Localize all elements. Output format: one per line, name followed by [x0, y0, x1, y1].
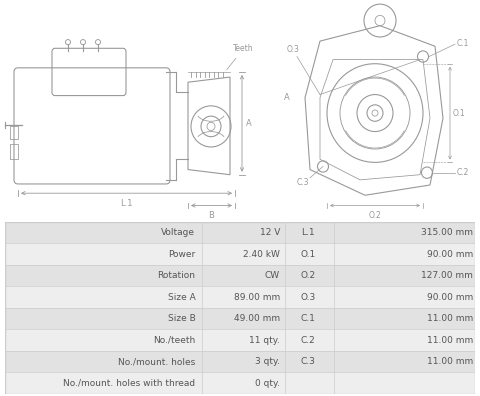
Bar	[5, 373, 475, 394]
Bar	[5, 329, 475, 351]
Text: L.1: L.1	[301, 228, 315, 237]
Text: 0 qty.: 0 qty.	[255, 379, 280, 388]
Text: O.2: O.2	[300, 271, 316, 280]
Text: C.1: C.1	[301, 314, 316, 323]
Text: 89.00 mm: 89.00 mm	[234, 293, 280, 302]
Text: O.1: O.1	[453, 109, 466, 118]
Text: 90.00 mm: 90.00 mm	[427, 249, 473, 259]
Text: C.2: C.2	[301, 336, 315, 345]
Text: Voltage: Voltage	[161, 228, 195, 237]
Bar	[10, 144, 18, 159]
Bar	[5, 308, 475, 329]
Text: B: B	[209, 211, 215, 220]
Text: 315.00 mm: 315.00 mm	[421, 228, 473, 237]
Text: Size A: Size A	[168, 293, 195, 302]
Text: 11.00 mm: 11.00 mm	[427, 336, 473, 345]
Text: 11.00 mm: 11.00 mm	[427, 357, 473, 366]
Bar	[5, 222, 475, 243]
Text: 2.40 kW: 2.40 kW	[243, 249, 280, 259]
Text: 11.00 mm: 11.00 mm	[427, 314, 473, 323]
Text: 90.00 mm: 90.00 mm	[427, 293, 473, 302]
Bar	[5, 243, 475, 265]
Text: No./teeth: No./teeth	[153, 336, 195, 345]
Text: C.2: C.2	[457, 168, 469, 177]
Text: O.1: O.1	[300, 249, 316, 259]
Text: No./mount. holes with thread: No./mount. holes with thread	[63, 379, 195, 388]
Text: O.3: O.3	[287, 45, 300, 54]
Text: C.3: C.3	[297, 179, 309, 187]
Bar	[10, 126, 18, 139]
Text: A: A	[246, 119, 252, 128]
Text: 3 qty.: 3 qty.	[255, 357, 280, 366]
Text: A: A	[284, 93, 290, 102]
Text: 49.00 mm: 49.00 mm	[234, 314, 280, 323]
Text: L.1: L.1	[120, 199, 133, 208]
Text: Size B: Size B	[168, 314, 195, 323]
Text: 11 qty.: 11 qty.	[249, 336, 280, 345]
Text: Teeth: Teeth	[227, 44, 253, 70]
Text: O.3: O.3	[300, 293, 316, 302]
Text: No./mount. holes: No./mount. holes	[118, 357, 195, 366]
Bar	[5, 265, 475, 286]
Text: 12 V: 12 V	[260, 228, 280, 237]
Text: C.1: C.1	[457, 39, 469, 48]
Text: Rotation: Rotation	[157, 271, 195, 280]
Text: C.3: C.3	[301, 357, 316, 366]
Text: Power: Power	[168, 249, 195, 259]
Bar	[5, 286, 475, 308]
Text: O.2: O.2	[369, 211, 382, 220]
Bar	[5, 351, 475, 373]
Text: CW: CW	[265, 271, 280, 280]
Text: 127.00 mm: 127.00 mm	[421, 271, 473, 280]
